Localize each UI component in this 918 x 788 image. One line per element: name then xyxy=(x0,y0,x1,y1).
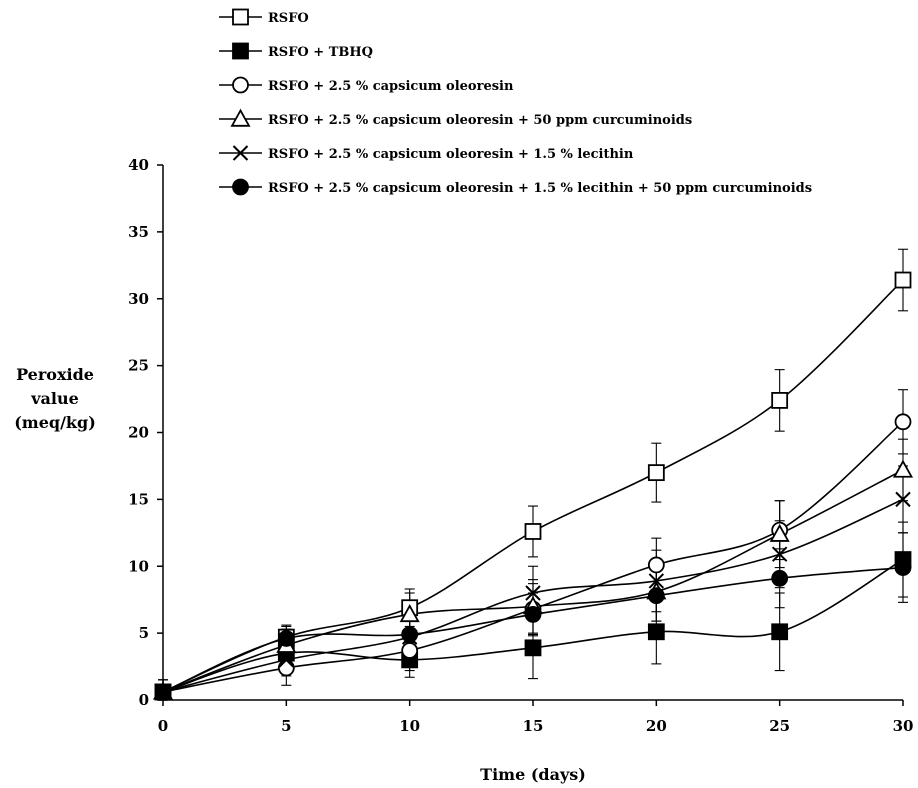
series-rsfo-point xyxy=(894,271,912,289)
x-axis-title: Time (days) xyxy=(480,765,586,784)
y-axis-title-line: (meq/kg) xyxy=(14,413,96,432)
legend-label: RSFO + 2.5 % capsicum oleoresin xyxy=(268,79,514,94)
legend-item: RSFO + 2.5 % capsicum oleoresin + 1.5 % … xyxy=(219,145,634,162)
error-bars xyxy=(158,248,908,701)
series-rsfo-tbhq-point xyxy=(524,639,542,657)
series-rsfo-2-5-capsicum-oleoresin-point xyxy=(277,659,295,677)
series-rsfo-point xyxy=(647,464,665,482)
x-tick-label: 10 xyxy=(399,717,420,735)
x-tick-label: 0 xyxy=(158,717,168,735)
y-tick-label: 20 xyxy=(128,424,149,442)
legend-label: RSFO + TBHQ xyxy=(268,45,373,60)
series-rsfo-2-5-capsicum-oleoresin-1-5-lecithin-50-ppm-curcuminoids-point xyxy=(894,559,912,576)
series-rsfo-2-5-capsicum-oleoresin-1-5-lecithin-point xyxy=(771,546,788,562)
series-rsfo-2-5-capsicum-oleoresin-1-5-lecithin-point xyxy=(278,652,295,668)
legend-marker xyxy=(232,178,249,196)
x-tick-label: 5 xyxy=(281,717,291,735)
legend-item: RSFO + 2.5 % capsicum oleoresin + 1.5 % … xyxy=(219,178,812,196)
legend-marker xyxy=(232,76,249,94)
y-tick-label: 0 xyxy=(139,691,149,709)
series-rsfo-point xyxy=(524,523,542,540)
legend-item: RSFO + TBHQ xyxy=(219,42,373,60)
x-tick-label: 20 xyxy=(646,717,667,735)
y-tick-label: 15 xyxy=(128,490,149,508)
y-tick-label: 5 xyxy=(139,624,149,642)
y-tick-label: 30 xyxy=(128,290,149,308)
legend-label: RSFO xyxy=(268,11,309,26)
axis-labels: Time (days) Peroxide value (meq/kg) xyxy=(14,365,586,784)
series-rsfo-2-5-capsicum-oleoresin-50-ppm-curcuminoids-point xyxy=(769,523,790,542)
series-rsfo-point xyxy=(771,391,789,409)
y-tick-label: 40 xyxy=(128,156,149,174)
y-tick-label: 10 xyxy=(128,557,149,575)
x-tick-label: 25 xyxy=(769,717,790,735)
series-rsfo-2-5-capsicum-oleoresin-1-5-lecithin-point-stroke xyxy=(895,491,911,508)
legend-marker xyxy=(232,145,249,161)
series-rsfo-2-5-capsicum-oleoresin-1-5-lecithin-point-stroke xyxy=(771,546,788,562)
series-rsfo-2-5-capsicum-oleoresin-1-5-lecithin-point xyxy=(648,573,665,589)
y-axis-title-line: Peroxide xyxy=(16,365,94,384)
series-rsfo-2-5-capsicum-oleoresin-point xyxy=(894,413,912,431)
series-rsfo-tbhq-point xyxy=(771,623,789,641)
series-rsfo-2-5-capsicum-oleoresin-1-5-lecithin-point-stroke xyxy=(278,652,295,668)
series-rsfo-2-5-capsicum-oleoresin-point xyxy=(647,556,665,574)
x-tick-label: 15 xyxy=(523,717,544,735)
legend-item: RSFO xyxy=(219,8,309,26)
legend-marker xyxy=(232,42,249,60)
y-tick-label: 35 xyxy=(128,223,149,241)
series-rsfo-2-5-capsicum-oleoresin-1-5-lecithin-point xyxy=(895,491,911,508)
series-markers xyxy=(152,271,914,701)
x-tick-label: 30 xyxy=(893,717,914,735)
series-rsfo-tbhq-point xyxy=(647,623,665,641)
series-rsfo-2-5-capsicum-oleoresin-1-5-lecithin-point-stroke xyxy=(525,585,541,601)
legend-marker-stroke xyxy=(232,145,249,161)
series-rsfo-2-5-capsicum-oleoresin-1-5-lecithin-50-ppm-curcuminoids-point xyxy=(154,683,172,701)
legend-marker xyxy=(230,108,251,127)
series-rsfo-2-5-capsicum-oleoresin-1-5-lecithin-50-ppm-curcuminoids-point xyxy=(524,606,542,623)
legend-item: RSFO + 2.5 % capsicum oleoresin + 50 ppm… xyxy=(219,108,692,128)
axes: 0 5 10 15 20 25 30 35 40 0 5 10 15 20 25 30 xyxy=(128,156,913,735)
series-rsfo-2-5-capsicum-oleoresin-50-ppm-curcuminoids-point xyxy=(892,459,914,478)
series-rsfo-2-5-capsicum-oleoresin-point xyxy=(401,642,419,659)
legend-item: RSFO + 2.5 % capsicum oleoresin xyxy=(219,76,514,94)
series-rsfo-2-5-capsicum-oleoresin-1-5-lecithin-50-ppm-curcuminoids-point xyxy=(647,587,665,605)
legend-label: RSFO + 2.5 % capsicum oleoresin + 1.5 % … xyxy=(268,181,812,196)
series-rsfo-2-5-capsicum-oleoresin-1-5-lecithin-50-ppm-curcuminoids-point xyxy=(277,630,295,647)
y-tick-label: 25 xyxy=(128,357,149,375)
series-rsfo-2-5-capsicum-oleoresin-50-ppm-curcuminoids-point xyxy=(399,604,420,623)
series-rsfo-2-5-capsicum-oleoresin-1-5-lecithin-point xyxy=(525,585,541,601)
series-rsfo-2-5-capsicum-oleoresin-1-5-lecithin-50-ppm-curcuminoids-point xyxy=(401,626,419,643)
legend-marker xyxy=(232,8,249,26)
series-rsfo-2-5-capsicum-oleoresin-1-5-lecithin-point-stroke xyxy=(648,573,665,589)
y-axis-title-line: value xyxy=(30,389,79,408)
legend-label: RSFO + 2.5 % capsicum oleoresin + 50 ppm… xyxy=(268,113,692,128)
legend-label: RSFO + 2.5 % capsicum oleoresin + 1.5 % … xyxy=(268,147,634,162)
legend: RSFO RSFO + TBHQ RSFO + 2.5 % capsicum ole… xyxy=(219,8,812,196)
series-rsfo-2-5-capsicum-oleoresin-1-5-lecithin-50-ppm-curcuminoids-point xyxy=(771,569,789,587)
